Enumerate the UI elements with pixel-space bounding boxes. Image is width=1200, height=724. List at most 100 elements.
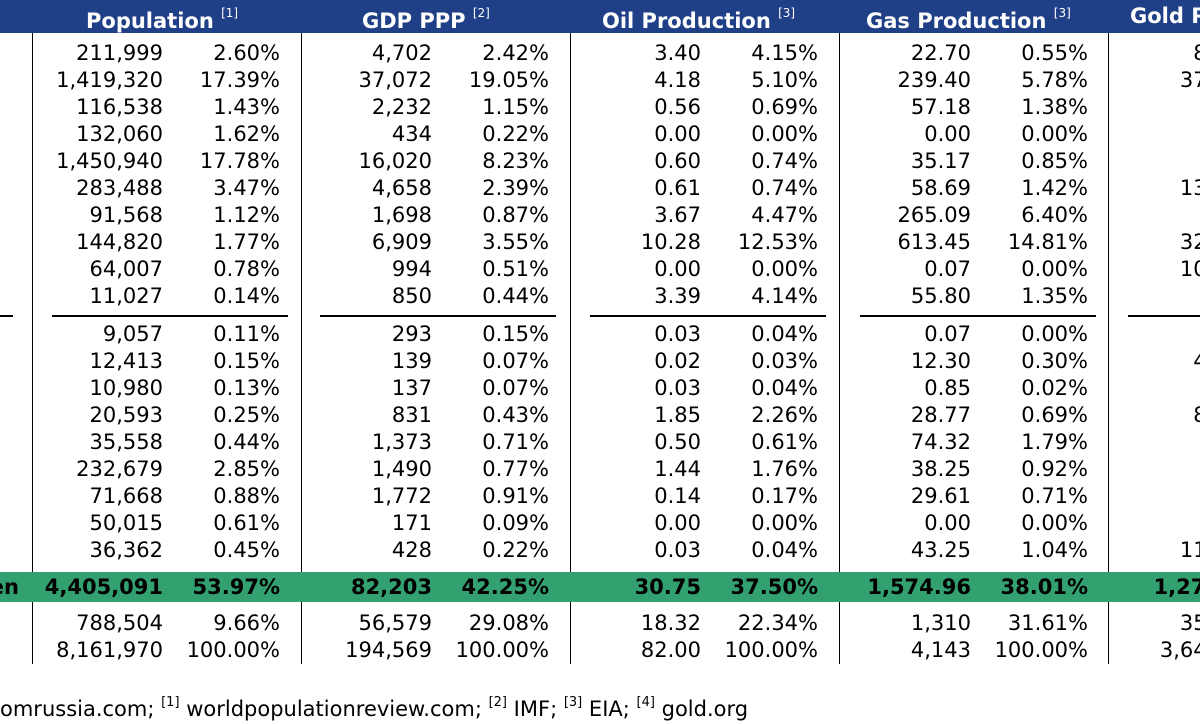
cell-gdp: 137 <box>391 376 432 400</box>
cell-gdp-pct: 29.08% <box>468 611 549 635</box>
cell-oil-pct: 0.74% <box>751 149 818 173</box>
cell-oil: 0.56 <box>654 95 701 119</box>
cell-pop: 4,405,091 <box>44 575 163 599</box>
cell-gdp: 2,232 <box>371 95 432 119</box>
cell-oil: 0.03 <box>654 322 701 346</box>
cell-pop: 9,057 <box>102 322 163 346</box>
cell-gdp-pct: 100.00% <box>455 638 549 662</box>
column-divider <box>570 33 571 664</box>
cell-pop-pct: 1.43% <box>213 95 280 119</box>
cell-gas: 1,574.96 <box>867 575 971 599</box>
header-oil: Oil Production [3] <box>602 6 796 33</box>
cell-gas: 43.25 <box>910 538 971 562</box>
cell-oil: 3.40 <box>654 41 701 65</box>
table-row: 1,450,940 17.78% 16,020 8.23% 0.60 0.74% 35.17… <box>0 148 1200 175</box>
cell-pop: 11,027 <box>89 284 163 308</box>
cell-gold: 86 <box>1193 403 1200 427</box>
cell-gas-pct: 0.02% <box>1021 376 1088 400</box>
cell-gas-pct: 38.01% <box>1000 575 1088 599</box>
cell-pop-pct: 0.11% <box>213 322 280 346</box>
cell-gdp: 16,020 <box>358 149 432 173</box>
cell-oil: 0.60 <box>654 149 701 173</box>
cell-gdp: 4,702 <box>371 41 432 65</box>
cell-oil-pct: 0.00% <box>751 122 818 146</box>
table-header: Population [1] GDP PPP [2] Oil Productio… <box>0 0 1200 33</box>
cell-pop: 12,413 <box>89 349 163 373</box>
cell-pop-pct: 0.44% <box>213 430 280 454</box>
cell-gdp-pct: 0.71% <box>482 430 549 454</box>
cell-gdp: 1,698 <box>371 203 432 227</box>
footer-ref: [1] <box>161 695 180 710</box>
cell-gdp-pct: 0.77% <box>482 457 549 481</box>
cell-pop-pct: 0.13% <box>213 376 280 400</box>
cell-pop: 36,362 <box>89 538 163 562</box>
cell-pop-pct: 0.14% <box>213 284 280 308</box>
table-row: 144,820 1.77% 6,909 3.55% 10.28 12.53% 613.45 1… <box>0 229 1200 256</box>
cell-oil-pct: 0.03% <box>751 349 818 373</box>
table-row: 116,538 1.43% 2,232 1.15% 0.56 0.69% 57.18 1.38… <box>0 94 1200 121</box>
cell-gdp-pct: 1.15% <box>482 95 549 119</box>
cell-oil-pct: 5.10% <box>751 68 818 92</box>
table-row: 36,362 0.45% 428 0.22% 0.03 0.04% 43.25 1.04% 11… <box>0 537 1200 564</box>
cell-gas: 35.17 <box>910 149 971 173</box>
cell-gas: 0.00 <box>924 511 971 535</box>
table-row: 283,488 3.47% 4,658 2.39% 0.61 0.74% 58.69 1.42… <box>0 175 1200 202</box>
cell-oil: 3.67 <box>654 203 701 227</box>
cell-gold: 48 <box>1193 349 1200 373</box>
cell-gas-pct: 1.35% <box>1021 284 1088 308</box>
cell-gdp: 139 <box>391 349 432 373</box>
cell-pop: 1,419,320 <box>56 68 163 92</box>
cell-gas: 22.70 <box>910 41 971 65</box>
cell-gdp: 82,203 <box>350 575 432 599</box>
cell-gdp-pct: 19.05% <box>468 68 549 92</box>
cell-oil-pct: 4.47% <box>751 203 818 227</box>
cell-gdp-pct: 42.25% <box>461 575 549 599</box>
cell-pop-pct: 0.78% <box>213 257 280 281</box>
header-population: Population [1] <box>86 6 239 33</box>
cell-pop-pct: 0.88% <box>213 484 280 508</box>
cell-gas-pct: 0.92% <box>1021 457 1088 481</box>
cell-gdp: 6,909 <box>371 230 432 254</box>
cell-oil-pct: 22.34% <box>737 611 818 635</box>
sources-footer: omrussia.com; [1] worldpopulationreview.… <box>0 690 748 724</box>
footer-source: EIA; <box>582 697 637 721</box>
cell-gas-pct: 0.69% <box>1021 403 1088 427</box>
cell-gas: 613.45 <box>897 230 971 254</box>
cell-gdp-pct: 0.09% <box>482 511 549 535</box>
cell-oil-pct: 0.69% <box>751 95 818 119</box>
cell-gold: 358 <box>1179 611 1200 635</box>
cell-gas: 58.69 <box>910 176 971 200</box>
cell-pop: 144,820 <box>76 230 163 254</box>
cell-oil: 18.32 <box>640 611 701 635</box>
cell-gas-pct: 0.00% <box>1021 122 1088 146</box>
cell-gold: 3,646 <box>1159 638 1200 662</box>
cell-gdp: 1,490 <box>371 457 432 481</box>
cell-gdp-pct: 0.51% <box>482 257 549 281</box>
cell-gdp: 4,658 <box>371 176 432 200</box>
cell-gas: 74.32 <box>910 430 971 454</box>
cell-oil: 0.00 <box>654 257 701 281</box>
cell-gas-pct: 0.30% <box>1021 349 1088 373</box>
cell-pop-pct: 0.25% <box>213 403 280 427</box>
cell-gas: 0.00 <box>924 122 971 146</box>
table-row: 211,999 2.60% 4,702 2.42% 3.40 4.15% 22.70 0.55… <box>0 40 1200 67</box>
footer-source: gold.org <box>654 697 749 721</box>
cell-gdp-pct: 0.15% <box>482 322 549 346</box>
cell-gold: 86 <box>1193 41 1200 65</box>
cell-gas-pct: 1.42% <box>1021 176 1088 200</box>
cell-oil-pct: 0.17% <box>751 484 818 508</box>
cell-pop: 91,568 <box>89 203 163 227</box>
total-row-background <box>0 572 1200 602</box>
cell-gas-pct: 1.04% <box>1021 538 1088 562</box>
cell-pop-pct: 1.12% <box>213 203 280 227</box>
table-row: 20,593 0.25% 831 0.43% 1.85 2.26% 28.77 0.69% 86 <box>0 402 1200 429</box>
table-row: 1,419,320 17.39% 37,072 19.05% 4.18 5.10% 239.… <box>0 67 1200 94</box>
cell-pop-pct: 0.15% <box>213 349 280 373</box>
cell-gas: 0.07 <box>924 322 971 346</box>
cell-pop-pct: 17.39% <box>199 68 280 92</box>
